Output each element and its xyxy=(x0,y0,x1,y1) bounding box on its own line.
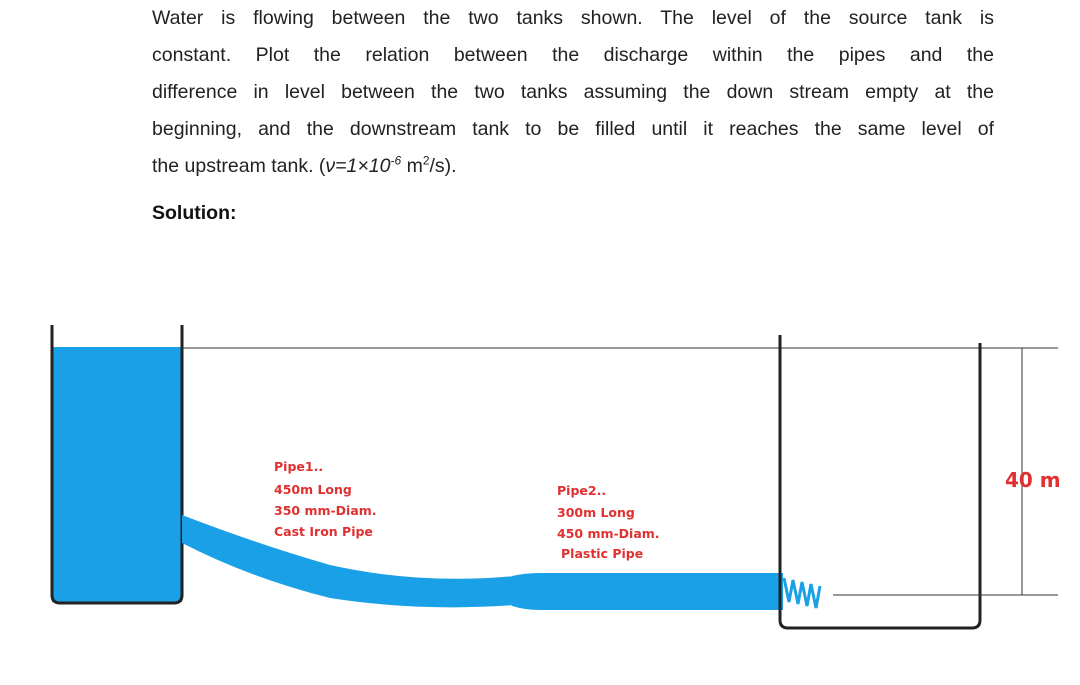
pipe1-label: 350 mm-Diam. xyxy=(274,503,377,518)
source-tank xyxy=(50,325,184,605)
pipe2-label: Plastic Pipe xyxy=(561,546,643,561)
pipe1-label: 450m Long xyxy=(274,482,352,497)
unit-tail: /s). xyxy=(429,155,457,177)
pipe2-label: 450 mm-Diam. xyxy=(557,526,660,541)
unit: m xyxy=(401,155,423,177)
pipe2-label: Pipe2.. xyxy=(557,483,606,498)
viscosity-symbol: ν=1×10 xyxy=(325,155,391,177)
text-line: the upstream tank. (ν=1×10-6 m2/s). xyxy=(152,148,994,185)
source-water xyxy=(52,347,182,602)
dimension-label: 40 m xyxy=(1005,468,1061,492)
pipe1-label: Cast Iron Pipe xyxy=(274,524,373,539)
text-line: beginning, and the downstream tank to be… xyxy=(152,118,994,140)
problem-text: Water is flowing between the two tanks s… xyxy=(152,0,994,185)
text-line: the upstream tank. ( xyxy=(152,155,326,177)
text-line: constant. Plot the relation between the … xyxy=(152,44,994,66)
pipe2 xyxy=(512,573,783,610)
pipe1-label: Pipe1.. xyxy=(274,459,323,474)
downstream-tank xyxy=(778,335,982,630)
pipe1 xyxy=(182,515,515,608)
exponent: -6 xyxy=(390,153,402,168)
unit-power: 2 xyxy=(422,153,430,168)
pipe2-label: 300m Long xyxy=(557,505,635,520)
solution-heading: Solution: xyxy=(152,202,237,224)
outflow xyxy=(782,577,822,609)
text-line: difference in level between the two tank… xyxy=(152,81,994,103)
text-line: Water is flowing between the two tanks s… xyxy=(152,7,994,29)
